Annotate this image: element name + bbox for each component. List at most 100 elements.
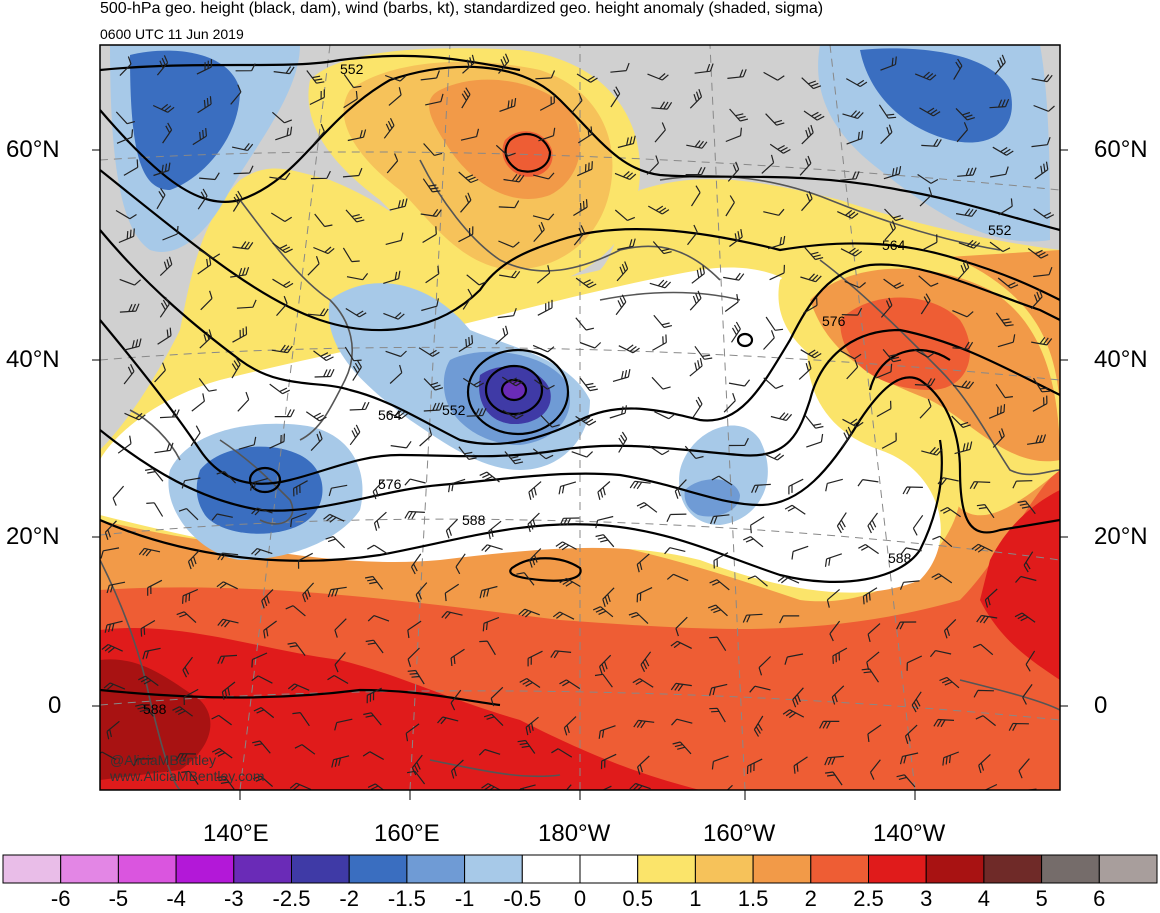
wind-barb (307, 308, 329, 317)
wind-barb (466, 407, 487, 417)
wind-barb (232, 326, 248, 343)
wind-barb (648, 205, 670, 215)
wind-barb (532, 344, 555, 353)
wind-barb (995, 312, 1014, 327)
wind-barb (976, 504, 995, 519)
wind-barb (829, 620, 841, 642)
wind-barb (978, 753, 991, 774)
wind-barb (803, 110, 825, 121)
wind-barb (670, 682, 692, 692)
wind-barb (181, 770, 199, 785)
wind-barb (723, 393, 736, 413)
wind-barb (116, 129, 134, 144)
wind-barb (637, 755, 650, 775)
wind-barb (334, 618, 347, 638)
wind-barb (824, 755, 844, 766)
wind-barb (462, 54, 475, 74)
colorbar-tick-label: 3 (920, 886, 933, 911)
wind-barb (984, 588, 998, 608)
wind-barb (932, 535, 953, 548)
lon-label: 160°E (374, 820, 440, 847)
colorbar-swatch (117, 854, 177, 884)
wind-barb (880, 56, 897, 71)
wind-barb (955, 208, 978, 217)
wind-barb (314, 369, 335, 378)
wind-barb (373, 511, 387, 531)
anomaly-neg1.5-ne (860, 48, 1012, 143)
wind-barb (292, 712, 310, 727)
wind-barb (841, 307, 863, 316)
wind-barb (636, 587, 653, 603)
wind-barb (614, 171, 637, 180)
wind-barb (455, 553, 466, 575)
wind-barb (594, 673, 613, 688)
wind-barb (347, 789, 348, 790)
wind-barb (799, 155, 812, 176)
wind-barb (100, 547, 120, 559)
wind-barb (840, 350, 862, 360)
wind-barb (309, 89, 325, 106)
wind-barb (346, 273, 369, 281)
contour-label: 552 (988, 222, 1012, 238)
wind-barb (103, 682, 126, 690)
wind-barb (159, 256, 173, 277)
wind-barb (176, 611, 197, 624)
wind-barb (269, 172, 291, 181)
wind-barb (527, 650, 543, 667)
wind-barb (404, 478, 426, 486)
colorbar-swatch (291, 854, 350, 884)
wind-barb (200, 290, 213, 311)
wind-barb (825, 478, 843, 492)
wind-barb (519, 677, 541, 688)
wind-barb (684, 445, 704, 459)
wind-barb (533, 221, 545, 242)
wind-barb (614, 209, 636, 221)
contour-label: 552 (340, 61, 364, 77)
wind-barb (175, 753, 197, 762)
wind-barb (1031, 74, 1053, 83)
wind-barb (998, 198, 1013, 216)
wind-barb (875, 363, 893, 379)
wind-barb (323, 513, 345, 523)
wind-barb (1032, 395, 1048, 412)
wind-barb (119, 56, 132, 77)
wind-barb (325, 536, 346, 549)
wind-barb (305, 411, 327, 422)
wind-barb (498, 200, 520, 209)
wind-barb (133, 758, 154, 767)
wind-barb (460, 192, 472, 213)
wind-barb (880, 297, 893, 318)
wind-barb (481, 783, 502, 790)
wind-barb (976, 614, 998, 624)
wind-barb (1018, 758, 1030, 779)
wind-barb (272, 242, 293, 254)
wind-barb (448, 478, 466, 493)
wind-barb (385, 232, 404, 245)
wind-barb (763, 377, 784, 389)
wind-barb (418, 347, 440, 357)
wind-barb (221, 681, 236, 700)
wind-barb (633, 719, 655, 729)
wind-barb (899, 752, 919, 765)
wind-barb (384, 74, 407, 82)
wind-barb (842, 110, 864, 119)
wind-barb (536, 265, 551, 284)
wind-barb (666, 513, 687, 522)
colorbar-tick-label: 6 (1093, 886, 1106, 911)
wind-barb (559, 517, 580, 526)
wind-barb (648, 445, 670, 456)
wind-barb (694, 63, 714, 74)
wind-barb (989, 166, 1009, 178)
wind-barb (233, 165, 254, 175)
wind-barb (904, 724, 918, 744)
wind-barb (422, 178, 441, 193)
frame-ticks (92, 149, 1068, 800)
wind-barb (211, 513, 233, 521)
wind-barb (672, 741, 692, 755)
wind-barb (529, 548, 542, 568)
wind-barb (867, 724, 882, 742)
wind-barb (230, 267, 250, 278)
wind-barb (154, 362, 166, 383)
wind-barb (616, 261, 629, 282)
wind-barb (140, 619, 156, 637)
